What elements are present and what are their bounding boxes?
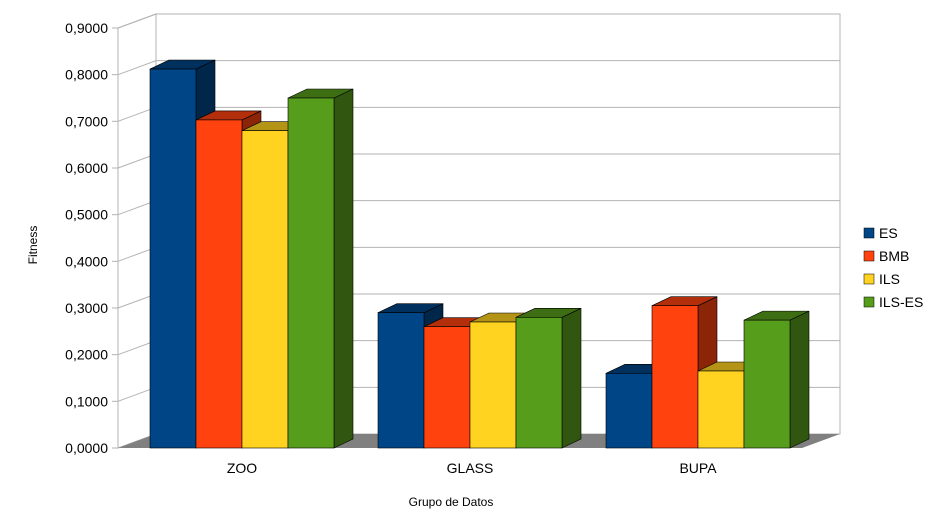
bar-ils-es-glass — [515, 308, 582, 449]
bar-front — [149, 68, 197, 449]
y-axis-ticks: 0,0000 0,1000 0,2000 0,3000 0,4000 0,5000 0,60… — [65, 20, 118, 456]
legend-item: BMB — [863, 248, 909, 264]
x-category-label: ZOO — [227, 460, 257, 476]
bar-side — [789, 310, 810, 449]
bar-front — [241, 130, 289, 449]
bar-front — [651, 305, 699, 449]
bar-ils-es-bupa — [743, 310, 810, 449]
legend-swatch — [863, 227, 875, 239]
legend-swatch — [863, 250, 875, 262]
y-tick-label: 0,0000 — [65, 440, 108, 456]
y-axis-title: Fitness — [26, 226, 40, 265]
y-tick-label: 0,7000 — [65, 113, 108, 129]
bar-front — [469, 321, 517, 449]
legend-swatch — [863, 296, 875, 308]
bar-front — [423, 326, 471, 449]
bar-front — [195, 119, 243, 449]
bar-front — [287, 97, 335, 449]
legend-label: ILS — [879, 271, 900, 287]
legend-swatch — [863, 273, 875, 285]
y-tick-label: 0,5000 — [65, 207, 108, 223]
gridline — [117, 60, 840, 76]
gridline — [117, 13, 840, 29]
legend-label: ES — [879, 225, 898, 241]
legend-item: ILS — [863, 271, 900, 287]
x-axis-title: Grupo de Datos — [409, 495, 494, 509]
legend-label: ILS-ES — [879, 294, 923, 310]
bar-side — [561, 308, 582, 449]
y-tick-label: 0,4000 — [65, 253, 108, 269]
bar-front — [605, 373, 653, 449]
bar-front — [743, 319, 791, 449]
bars — [149, 59, 810, 449]
x-category-label: BUPA — [679, 460, 717, 476]
y-tick-label: 0,3000 — [65, 300, 108, 316]
y-tick-label: 0,1000 — [65, 393, 108, 409]
bar-front — [697, 370, 745, 449]
bar-front — [515, 317, 563, 449]
legend-item: ILS-ES — [863, 294, 923, 310]
bar-side — [333, 88, 354, 449]
y-tick-label: 0,9000 — [65, 20, 108, 36]
bar-front — [377, 312, 425, 449]
bar-ils-es-zoo — [287, 88, 354, 449]
x-category-label: GLASS — [447, 460, 494, 476]
legend-item: ES — [863, 225, 898, 241]
y-tick-label: 0,2000 — [65, 347, 108, 363]
x-axis-categories: ZOO GLASS BUPA — [227, 460, 717, 476]
y-tick-label: 0,8000 — [65, 67, 108, 83]
y-tick-label: 0,6000 — [65, 160, 108, 176]
legend-label: BMB — [879, 248, 909, 264]
legend: ES BMB ILS ILS-ES — [863, 225, 923, 310]
